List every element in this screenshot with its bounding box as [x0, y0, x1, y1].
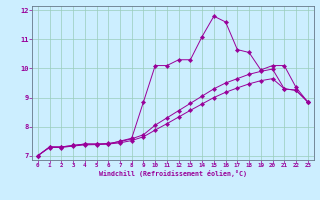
X-axis label: Windchill (Refroidissement éolien,°C): Windchill (Refroidissement éolien,°C) — [99, 170, 247, 177]
